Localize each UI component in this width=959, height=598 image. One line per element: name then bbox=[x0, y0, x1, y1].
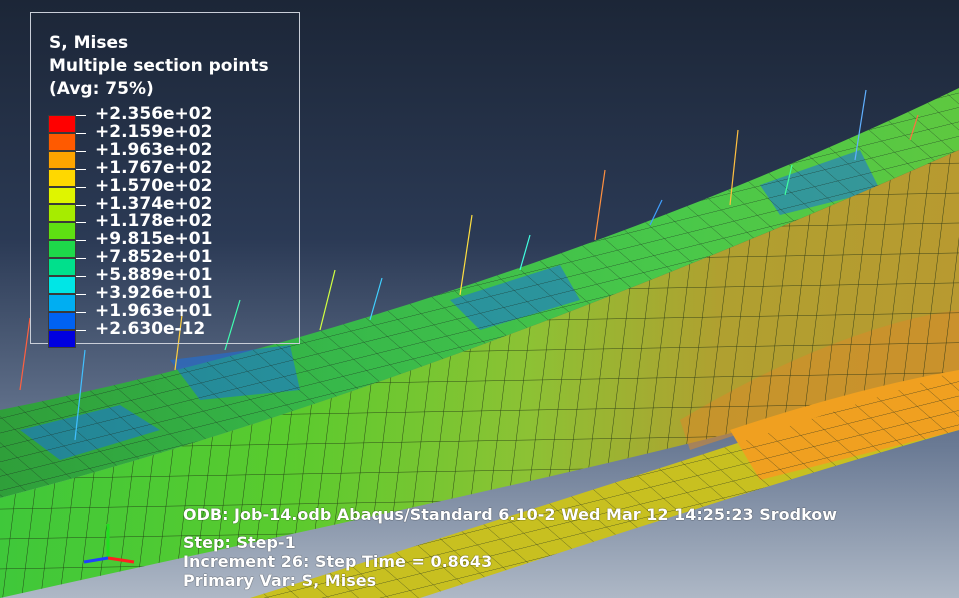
legend-tick-mark bbox=[76, 168, 86, 170]
legend-tick-label: +9.815e+01 bbox=[95, 229, 213, 250]
legend-swatch bbox=[48, 311, 76, 330]
legend-swatch bbox=[48, 293, 76, 312]
increment-label: Increment 26: Step Time = 0.8643 bbox=[183, 552, 493, 571]
legend-tick-mark bbox=[76, 150, 86, 152]
triad-z-axis bbox=[83, 556, 109, 564]
legend-tick-mark bbox=[76, 222, 86, 224]
legend-tick-label: +1.178e+02 bbox=[95, 211, 213, 232]
legend-tick-label: +3.926e+01 bbox=[95, 283, 213, 303]
legend-swatch bbox=[48, 132, 76, 151]
legend-swatch bbox=[48, 258, 76, 277]
legend-tick-label: +2.356e+02 bbox=[95, 104, 213, 124]
legend-swatch bbox=[48, 168, 76, 187]
legend-tick-mark bbox=[76, 294, 86, 295]
legend-tick-mark bbox=[76, 329, 86, 331]
legend-swatch bbox=[48, 186, 76, 205]
stress-legend: S, Mises Multiple section points (Avg: 7… bbox=[30, 12, 300, 348]
legend-swatch bbox=[48, 150, 76, 169]
legend-averaging: (Avg: 75%) bbox=[49, 79, 154, 99]
legend-tick-label: +7.852e+01 bbox=[95, 247, 213, 268]
odb-info-line: ODB: Job-14.odb Abaqus/Standard 6.10-2 W… bbox=[183, 505, 838, 524]
legend-tick-label: +2.630e-12 bbox=[95, 318, 206, 339]
legend-tick-mark bbox=[76, 186, 86, 188]
legend-title: S, Mises bbox=[49, 33, 129, 53]
legend-tick-mark bbox=[76, 132, 86, 134]
legend-tick-label: +1.963e+02 bbox=[95, 139, 213, 160]
legend-tick-label: +5.889e+01 bbox=[95, 265, 213, 286]
legend-tick-label: +2.159e+02 bbox=[95, 121, 213, 142]
load-indicators bbox=[19, 89, 919, 441]
legend-tick-mark bbox=[76, 115, 86, 116]
legend-swatch bbox=[48, 276, 76, 294]
primary-var-label: Primary Var: S, Mises bbox=[183, 571, 377, 590]
legend-swatch bbox=[48, 240, 76, 259]
legend-tick-mark bbox=[76, 258, 86, 260]
legend-color-bar bbox=[48, 115, 76, 348]
legend-subtitle: Multiple section points bbox=[49, 56, 269, 76]
legend-tick-mark bbox=[76, 240, 86, 242]
legend-tick-mark bbox=[76, 311, 86, 313]
legend-tick-label: +1.570e+02 bbox=[95, 175, 213, 196]
legend-tick-mark bbox=[76, 204, 86, 206]
orientation-triad bbox=[83, 524, 135, 564]
legend-swatch bbox=[48, 222, 76, 241]
triad-x-axis bbox=[107, 556, 135, 564]
legend-swatch bbox=[48, 115, 76, 133]
legend-swatch bbox=[48, 204, 76, 223]
step-label: Step: Step-1 bbox=[183, 533, 296, 552]
legend-swatch bbox=[48, 329, 76, 348]
legend-tick-label: +1.767e+02 bbox=[95, 157, 213, 178]
legend-tick-mark bbox=[76, 276, 86, 278]
legend-tick-label: +1.374e+02 bbox=[95, 193, 213, 214]
legend-tick-label: +1.963e+01 bbox=[95, 300, 213, 321]
